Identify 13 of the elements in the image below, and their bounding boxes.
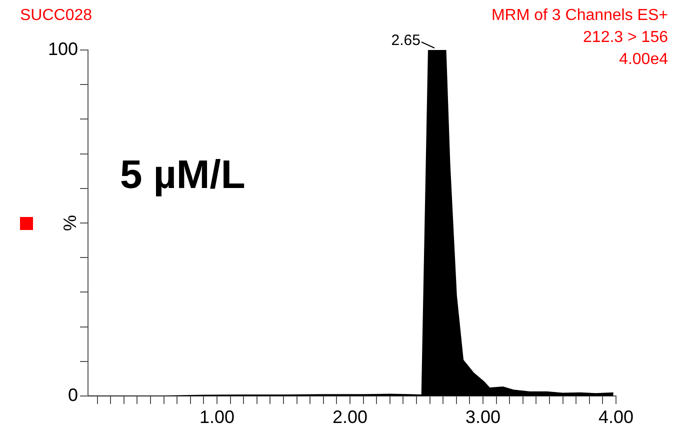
- x-tick-label: 2.00: [332, 406, 368, 427]
- x-tick-label: 1.00: [199, 406, 235, 427]
- y-tick-label: 100: [48, 38, 78, 59]
- annotation: 5 µM/L: [120, 153, 246, 197]
- text: MRM of 3 Channels ES+: [491, 7, 668, 24]
- y-axis-title: %: [60, 214, 80, 232]
- x-tick-label: 4.00: [598, 406, 634, 427]
- text: 212.3 > 156: [583, 29, 668, 46]
- annotation: 2.65: [391, 32, 420, 49]
- text: 4.00e4: [619, 51, 668, 68]
- x-tick-label: 3.00: [465, 406, 501, 427]
- y-tick-label: 0: [68, 384, 78, 405]
- chart-title: SUCC028: [20, 7, 92, 24]
